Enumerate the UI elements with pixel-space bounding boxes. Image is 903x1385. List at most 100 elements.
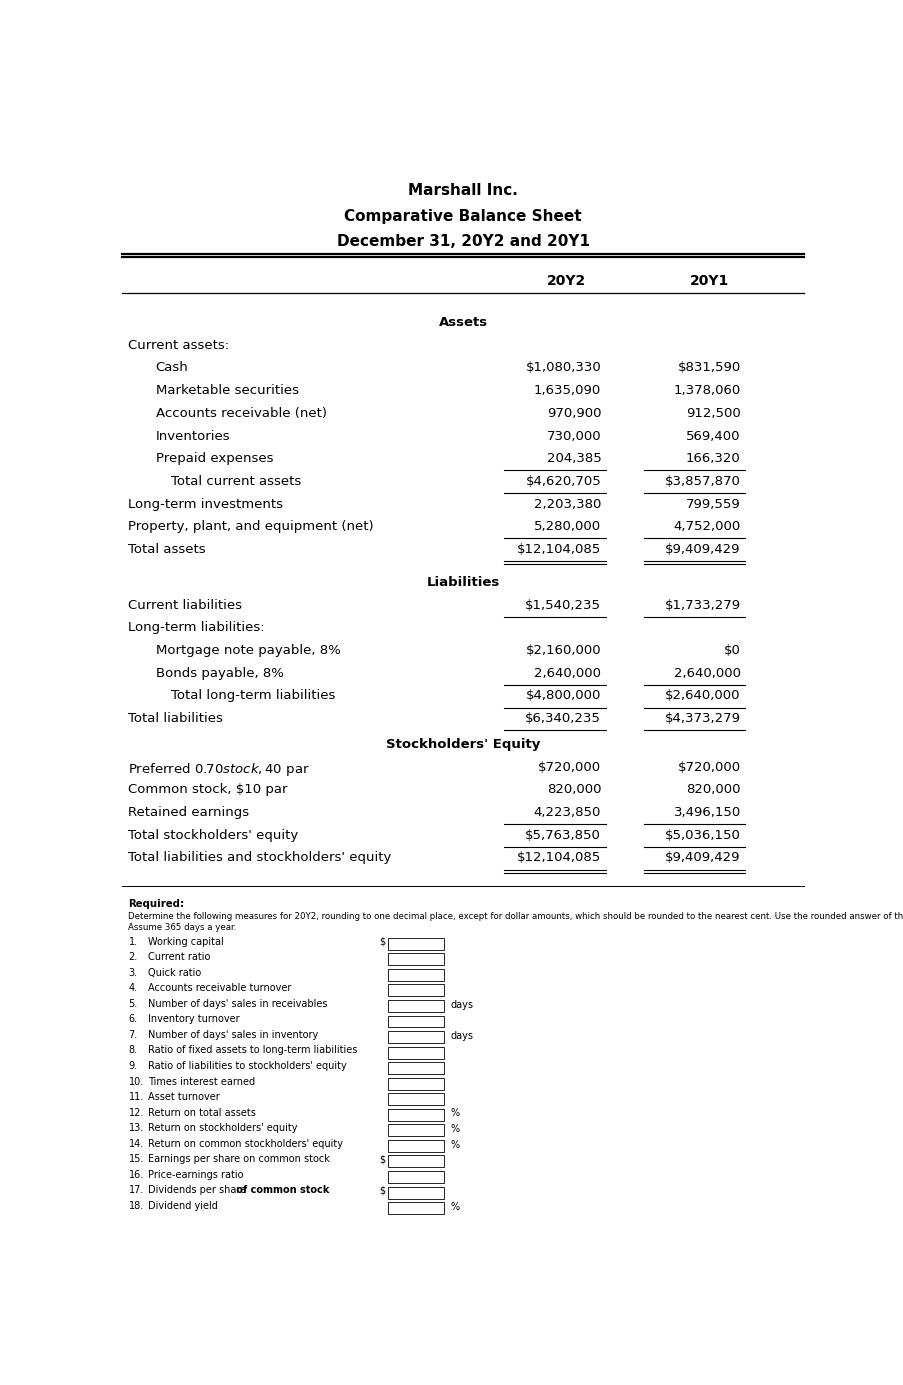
Text: $831,590: $831,590 bbox=[676, 361, 740, 374]
Text: 4,752,000: 4,752,000 bbox=[673, 521, 740, 533]
Text: December 31, 20Y2 and 20Y1: December 31, 20Y2 and 20Y1 bbox=[337, 234, 589, 249]
Text: 820,000: 820,000 bbox=[685, 784, 740, 796]
Text: $: $ bbox=[378, 1186, 385, 1195]
Text: 8.: 8. bbox=[128, 1046, 137, 1055]
Text: $4,620,705: $4,620,705 bbox=[525, 475, 600, 488]
Text: $5,036,150: $5,036,150 bbox=[664, 828, 740, 842]
Text: Required:: Required: bbox=[128, 899, 184, 909]
Text: 14.: 14. bbox=[128, 1138, 144, 1148]
Text: Inventories: Inventories bbox=[155, 429, 230, 443]
Bar bbox=[387, 1187, 443, 1198]
Text: 18.: 18. bbox=[128, 1201, 144, 1210]
Text: $: $ bbox=[378, 936, 385, 946]
Text: 11.: 11. bbox=[128, 1093, 144, 1102]
Text: $9,409,429: $9,409,429 bbox=[665, 852, 740, 864]
Text: Bonds payable, 8%: Bonds payable, 8% bbox=[155, 666, 284, 680]
Text: 15.: 15. bbox=[128, 1154, 144, 1165]
Text: Determine the following measures for 20Y2, rounding to one decimal place, except: Determine the following measures for 20Y… bbox=[128, 913, 903, 921]
Text: 912,500: 912,500 bbox=[685, 407, 740, 420]
Text: Assets: Assets bbox=[438, 316, 488, 330]
Text: Stockholders' Equity: Stockholders' Equity bbox=[386, 738, 540, 751]
Bar bbox=[387, 1015, 443, 1028]
Text: Inventory turnover: Inventory turnover bbox=[148, 1014, 239, 1025]
Text: Property, plant, and equipment (net): Property, plant, and equipment (net) bbox=[128, 521, 374, 533]
Text: Liabilities: Liabilities bbox=[426, 576, 499, 589]
Text: Quick ratio: Quick ratio bbox=[148, 968, 200, 978]
Text: Total current assets: Total current assets bbox=[171, 475, 301, 488]
Text: Mortgage note payable, 8%: Mortgage note payable, 8% bbox=[155, 644, 340, 656]
Text: %: % bbox=[451, 1140, 460, 1150]
Text: Accounts receivable (net): Accounts receivable (net) bbox=[155, 407, 326, 420]
Text: Return on common stockholders' equity: Return on common stockholders' equity bbox=[148, 1138, 342, 1148]
Text: 2,640,000: 2,640,000 bbox=[673, 666, 740, 680]
Text: Marshall Inc.: Marshall Inc. bbox=[408, 183, 517, 198]
Text: 20Y2: 20Y2 bbox=[546, 274, 585, 288]
Text: %: % bbox=[451, 1202, 460, 1212]
Text: $720,000: $720,000 bbox=[677, 760, 740, 774]
Text: Preferred $0.70 stock, $40 par: Preferred $0.70 stock, $40 par bbox=[128, 760, 310, 777]
Text: 166,320: 166,320 bbox=[685, 453, 740, 465]
Bar bbox=[387, 1140, 443, 1152]
Text: %: % bbox=[451, 1125, 460, 1134]
Text: 569,400: 569,400 bbox=[685, 429, 740, 443]
Text: Total liabilities: Total liabilities bbox=[128, 712, 223, 726]
Text: Accounts receivable turnover: Accounts receivable turnover bbox=[148, 983, 291, 993]
Text: 13.: 13. bbox=[128, 1123, 144, 1133]
Text: Long-term investments: Long-term investments bbox=[128, 497, 284, 511]
Bar bbox=[387, 1030, 443, 1043]
Text: 10.: 10. bbox=[128, 1076, 144, 1087]
Text: 1.: 1. bbox=[128, 936, 137, 946]
Bar bbox=[387, 953, 443, 965]
Text: $: $ bbox=[378, 1154, 385, 1165]
Text: 730,000: 730,000 bbox=[546, 429, 600, 443]
Text: Ratio of fixed assets to long-term liabilities: Ratio of fixed assets to long-term liabi… bbox=[148, 1046, 357, 1055]
Text: Total long-term liabilities: Total long-term liabilities bbox=[171, 690, 335, 702]
Text: Long-term liabilities:: Long-term liabilities: bbox=[128, 622, 265, 634]
Text: 5.: 5. bbox=[128, 999, 137, 1008]
Text: 970,900: 970,900 bbox=[546, 407, 600, 420]
Bar bbox=[387, 1202, 443, 1215]
Text: 5,280,000: 5,280,000 bbox=[534, 521, 600, 533]
Bar bbox=[387, 1172, 443, 1183]
Text: $12,104,085: $12,104,085 bbox=[517, 852, 600, 864]
Text: $2,160,000: $2,160,000 bbox=[525, 644, 600, 656]
Bar bbox=[387, 1078, 443, 1090]
Text: Current liabilities: Current liabilities bbox=[128, 598, 242, 612]
Text: of common stock: of common stock bbox=[233, 1186, 329, 1195]
Text: Number of days' sales in inventory: Number of days' sales in inventory bbox=[148, 1030, 318, 1040]
Bar bbox=[387, 1093, 443, 1105]
Text: 12.: 12. bbox=[128, 1108, 144, 1118]
Text: Ratio of liabilities to stockholders' equity: Ratio of liabilities to stockholders' eq… bbox=[148, 1061, 346, 1071]
Bar bbox=[387, 1109, 443, 1120]
Text: Cash: Cash bbox=[155, 361, 188, 374]
Text: $6,340,235: $6,340,235 bbox=[525, 712, 600, 726]
Text: 3.: 3. bbox=[128, 968, 137, 978]
Text: Current assets:: Current assets: bbox=[128, 339, 229, 352]
Bar bbox=[387, 938, 443, 950]
Text: 7.: 7. bbox=[128, 1030, 137, 1040]
Text: 17.: 17. bbox=[128, 1186, 144, 1195]
Bar bbox=[387, 969, 443, 981]
Bar bbox=[387, 1155, 443, 1168]
Bar bbox=[387, 985, 443, 996]
Text: %: % bbox=[451, 1108, 460, 1119]
Text: days: days bbox=[451, 1030, 473, 1040]
Text: 2,203,380: 2,203,380 bbox=[534, 497, 600, 511]
Bar bbox=[387, 1047, 443, 1058]
Text: Total stockholders' equity: Total stockholders' equity bbox=[128, 828, 298, 842]
Text: $1,540,235: $1,540,235 bbox=[525, 598, 600, 612]
Text: 3,496,150: 3,496,150 bbox=[673, 806, 740, 819]
Text: $4,800,000: $4,800,000 bbox=[526, 690, 600, 702]
Text: Working capital: Working capital bbox=[148, 936, 223, 946]
Text: Earnings per share on common stock: Earnings per share on common stock bbox=[148, 1154, 330, 1165]
Text: Common stock, $10 par: Common stock, $10 par bbox=[128, 784, 288, 796]
Text: 2,640,000: 2,640,000 bbox=[534, 666, 600, 680]
Bar bbox=[387, 1000, 443, 1012]
Text: 2.: 2. bbox=[128, 951, 137, 963]
Text: 1,378,060: 1,378,060 bbox=[673, 384, 740, 397]
Text: Total liabilities and stockholders' equity: Total liabilities and stockholders' equi… bbox=[128, 852, 391, 864]
Text: Times interest earned: Times interest earned bbox=[148, 1076, 255, 1087]
Text: $9,409,429: $9,409,429 bbox=[665, 543, 740, 557]
Text: $720,000: $720,000 bbox=[537, 760, 600, 774]
Text: Current ratio: Current ratio bbox=[148, 951, 210, 963]
